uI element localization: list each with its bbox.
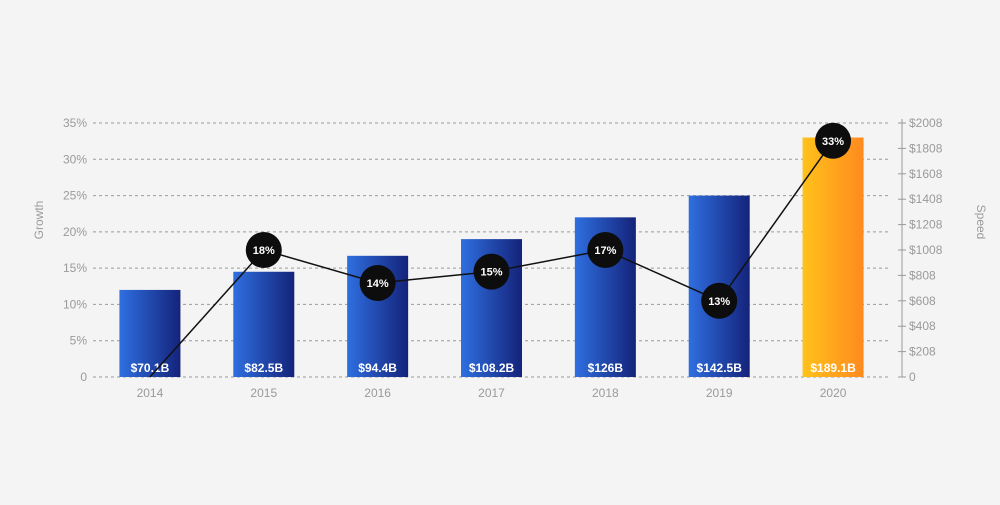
right-axis-tick-label: $1608 [909,167,943,181]
growth-marker [245,232,282,268]
bar-value-label: $189.1B [810,361,856,375]
growth-marker [701,282,738,319]
right-axis-tick-label: $608 [909,294,936,308]
right-axis-tick-label: $408 [909,319,936,333]
right-axis-title: Speed [974,205,988,240]
growth-data-label: 14% [367,278,389,290]
left-axis-tick-label: 10% [63,297,87,311]
axes: 0 5% 10% 15% 20% 25% 30% 35% 0 $208 $408 $608 $808 $1… [63,116,943,400]
bar-2015 [233,271,295,377]
right-axis-tick-label: $1808 [909,141,943,155]
growth-marker [815,122,852,159]
x-axis-tick-label: 2016 [364,386,391,400]
bar-value-label: $94.4B [358,361,397,375]
x-axis-tick-label: 2014 [137,386,164,400]
left-axis-tick-label: 35% [63,116,87,130]
bar-2020 [802,137,864,377]
left-axis-tick-label: 30% [63,152,87,166]
bar-2014 [119,289,181,377]
growth-marker [473,253,510,290]
x-axis-tick-label: 2018 [592,386,619,400]
bar-value-label: $142.5B [697,361,743,375]
x-axis-tick-label: 2019 [706,386,733,400]
right-axis-tick-label: $1208 [909,218,943,232]
growth-data-label: 18% [253,245,275,257]
growth-line: 18% 14% 15% 17% 13% 33% [149,122,852,378]
left-axis-tick-label: 0 [80,370,87,384]
growth-data-label: 17% [594,245,616,257]
left-axis-title: Growth [32,201,46,240]
right-axis-tick-label: 0 [909,370,916,384]
bar-value-label: $82.5B [244,361,283,375]
bar-value-label: $126B [588,361,624,375]
bar-value-label: $70.1B [131,361,170,375]
left-axis-tick-label: 15% [63,261,87,275]
left-axis-tick-label: 5% [70,334,88,348]
growth-data-label: 15% [480,267,502,279]
right-axis-tick-label: $208 [909,345,936,359]
right-axis-tick-label: $808 [909,268,936,282]
x-axis-tick-label: 2015 [250,386,277,400]
right-axis-tick-label: $2008 [909,116,943,130]
growth-marker [359,265,396,302]
x-axis-tick-label: 2020 [820,386,847,400]
right-axis-tick-label: $1008 [909,243,943,257]
growth-data-label: 33% [822,136,844,148]
left-axis-tick-label: 25% [63,189,87,203]
x-axis-tick-label: 2017 [478,386,505,400]
left-axis-tick-label: 20% [63,225,87,239]
bar-value-label: $108.2B [469,361,515,375]
growth-marker [587,232,624,268]
growth-data-label: 13% [708,296,730,308]
right-axis-tick-label: $1408 [909,192,943,206]
